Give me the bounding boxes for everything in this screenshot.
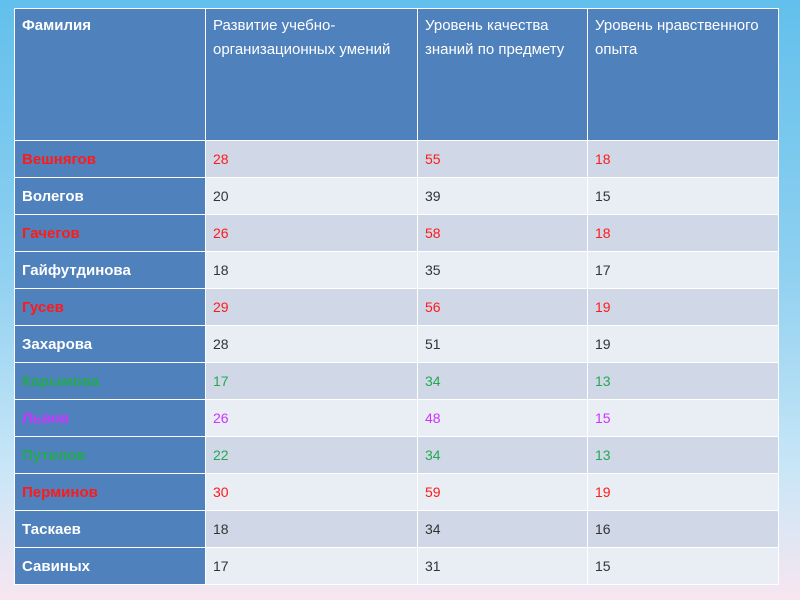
knowledge-quality-cell: 35	[417, 251, 588, 289]
moral-experience-cell: 15	[587, 177, 779, 215]
knowledge-quality-cell: 31	[417, 547, 588, 585]
moral-experience-cell: 17	[587, 251, 779, 289]
knowledge-quality-cell: 59	[417, 473, 588, 511]
knowledge-quality-cell: 34	[417, 362, 588, 400]
student-name-cell: Путилов	[14, 436, 206, 474]
knowledge-quality-cell: 56	[417, 288, 588, 326]
student-name-cell: Львов	[14, 399, 206, 437]
knowledge-quality-cell: 58	[417, 214, 588, 252]
table-row: Карымова 17 34 13	[14, 362, 779, 400]
table-row: Захарова 28 51 19	[14, 325, 779, 363]
moral-experience-cell: 19	[587, 473, 779, 511]
student-name-cell: Савиных	[14, 547, 206, 585]
table-row: Гайфутдинова 18 35 17	[14, 251, 779, 289]
student-name-cell: Гачегов	[14, 214, 206, 252]
learning-skills-cell: 18	[205, 251, 418, 289]
learning-skills-cell: 29	[205, 288, 418, 326]
learning-skills-cell: 28	[205, 140, 418, 178]
moral-experience-cell: 18	[587, 140, 779, 178]
moral-experience-cell: 19	[587, 288, 779, 326]
table-row: Волегов 20 39 15	[14, 177, 779, 215]
learning-skills-cell: 17	[205, 362, 418, 400]
moral-experience-cell: 19	[587, 325, 779, 363]
student-name-cell: Гусев	[14, 288, 206, 326]
table-row: Вешнягов 28 55 18	[14, 140, 779, 178]
student-name-cell: Карымова	[14, 362, 206, 400]
table-row: Перминов 30 59 19	[14, 473, 779, 511]
knowledge-quality-cell: 55	[417, 140, 588, 178]
learning-skills-cell: 30	[205, 473, 418, 511]
table-row: Львов 26 48 15	[14, 399, 779, 437]
moral-experience-cell: 13	[587, 436, 779, 474]
learning-skills-cell: 22	[205, 436, 418, 474]
knowledge-quality-cell: 34	[417, 510, 588, 548]
moral-experience-cell: 15	[587, 399, 779, 437]
moral-experience-cell: 18	[587, 214, 779, 252]
table-row: Таскаев 18 34 16	[14, 510, 779, 548]
student-name-cell: Таскаев	[14, 510, 206, 548]
moral-experience-cell: 13	[587, 362, 779, 400]
knowledge-quality-cell: 48	[417, 399, 588, 437]
student-name-cell: Вешнягов	[14, 140, 206, 178]
learning-skills-cell: 17	[205, 547, 418, 585]
learning-skills-cell: 18	[205, 510, 418, 548]
table-row: Гачегов 26 58 18	[14, 214, 779, 252]
header-name: Фамилия	[14, 8, 206, 141]
header-row: Фамилия Развитие учебно-организационных …	[14, 8, 779, 141]
table-row: Савиных 17 31 15	[14, 547, 779, 585]
table-row: Гусев 29 56 19	[14, 288, 779, 326]
header-moral-experience: Уровень нравственного опыта	[587, 8, 779, 141]
student-name-cell: Захарова	[14, 325, 206, 363]
table-row: Путилов 22 34 13	[14, 436, 779, 474]
knowledge-quality-cell: 34	[417, 436, 588, 474]
learning-skills-cell: 20	[205, 177, 418, 215]
knowledge-quality-cell: 39	[417, 177, 588, 215]
moral-experience-cell: 16	[587, 510, 779, 548]
header-knowledge-quality: Уровень качества знаний по предмету	[417, 8, 588, 141]
table-body: Вешнягов 28 55 18 Волегов 20 39 15 Гачегов 26 58 18…	[14, 140, 779, 585]
knowledge-quality-cell: 51	[417, 325, 588, 363]
learning-skills-cell: 28	[205, 325, 418, 363]
learning-skills-cell: 26	[205, 214, 418, 252]
learning-skills-cell: 26	[205, 399, 418, 437]
moral-experience-cell: 15	[587, 547, 779, 585]
student-name-cell: Перминов	[14, 473, 206, 511]
header-learning-skills: Развитие учебно-организационных умений	[205, 8, 418, 141]
results-table: Фамилия Развитие учебно-организационных …	[14, 8, 779, 585]
student-name-cell: Волегов	[14, 177, 206, 215]
student-name-cell: Гайфутдинова	[14, 251, 206, 289]
